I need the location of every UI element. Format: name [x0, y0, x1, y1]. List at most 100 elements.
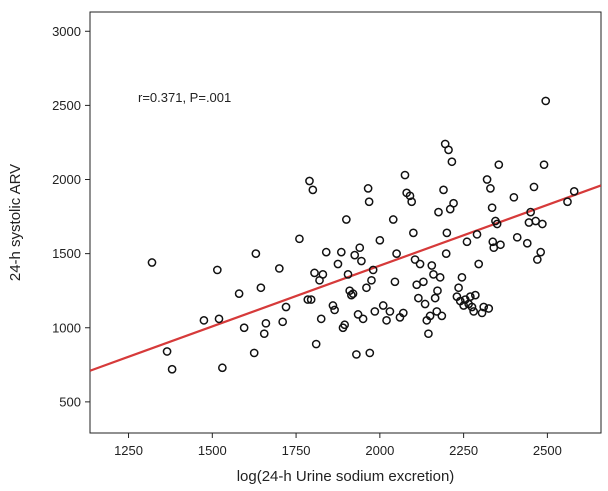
data-point: [496, 240, 505, 250]
data-point: [318, 270, 328, 279]
data-point: [316, 314, 326, 324]
data-point: [341, 215, 351, 224]
data-point: [487, 203, 497, 213]
data-point: [407, 197, 417, 207]
data-point: [427, 261, 437, 270]
data-point: [415, 259, 425, 269]
x-tick-label: 1500: [198, 443, 227, 458]
data-point: [274, 264, 284, 273]
data-point: [425, 311, 435, 321]
data-point: [441, 249, 451, 258]
x-axis-label: log(24-h Urine sodium excretion): [237, 468, 455, 485]
data-point: [454, 283, 463, 293]
x-tick-label: 1250: [114, 443, 143, 458]
data-point: [350, 250, 360, 260]
data-point: [486, 184, 495, 193]
data-point: [532, 255, 542, 264]
data-point: [465, 292, 475, 301]
data-point: [541, 96, 551, 106]
data-point: [529, 182, 539, 192]
data-point: [355, 243, 365, 253]
data-point: [218, 363, 227, 373]
data-point: [482, 175, 492, 184]
data-point: [347, 290, 356, 300]
data-point: [424, 329, 433, 339]
data-point: [433, 286, 442, 296]
data-point: [469, 307, 479, 316]
data-point: [278, 317, 288, 327]
data-point: [470, 290, 480, 300]
data-point: [375, 235, 385, 245]
data-point: [442, 228, 452, 238]
data-point: [472, 230, 482, 239]
y-tick-label: 1000: [52, 320, 81, 335]
x-tick-label: 2250: [449, 443, 478, 458]
data-point: [539, 160, 549, 170]
y-tick-label: 2500: [52, 98, 81, 113]
data-point: [569, 187, 579, 196]
data-point: [251, 249, 261, 258]
y-tick-label: 2000: [52, 172, 81, 187]
data-point: [526, 207, 535, 217]
data-point: [348, 289, 358, 299]
data-point: [363, 184, 373, 193]
data-point: [449, 198, 458, 208]
data-point: [420, 299, 430, 309]
y-tick-label: 500: [59, 394, 81, 409]
labels: r=0.371, P=.001 log(24-h Urine sodium exc…: [7, 90, 454, 485]
data-point: [370, 307, 380, 316]
data-point: [409, 228, 418, 238]
data-point: [388, 215, 398, 224]
data-point: [477, 308, 487, 318]
data-point: [261, 318, 271, 328]
data-point: [367, 275, 376, 285]
y-tick-label: 1500: [52, 246, 81, 261]
data-point: [357, 256, 366, 266]
data-point: [385, 307, 395, 316]
data-point: [212, 265, 222, 275]
data-point: [281, 302, 291, 312]
data-point: [435, 272, 445, 282]
data-point: [328, 301, 338, 310]
data-point: [492, 219, 502, 229]
data-point: [512, 232, 522, 242]
data-point: [536, 247, 546, 257]
data-point: [308, 185, 318, 195]
data-points: [147, 96, 579, 374]
data-point: [167, 364, 177, 374]
data-point: [147, 258, 157, 267]
data-point: [538, 219, 547, 229]
data-point: [447, 157, 457, 167]
data-point: [343, 270, 353, 279]
y-tick-label: 3000: [52, 24, 81, 39]
x-tick-label: 2500: [533, 443, 562, 458]
data-point: [457, 272, 467, 282]
data-point: [459, 301, 468, 310]
data-point: [362, 283, 371, 293]
data-point: [199, 315, 209, 325]
data-point: [444, 145, 453, 155]
x-tick-label: 2000: [365, 443, 394, 458]
data-point: [306, 295, 316, 304]
data-point: [432, 307, 442, 316]
data-point: [239, 323, 249, 333]
data-point: [437, 311, 447, 321]
data-point: [563, 197, 572, 207]
plot-frame: [89, 11, 602, 434]
data-point: [358, 314, 368, 324]
data-point: [340, 320, 350, 330]
data-point: [353, 310, 363, 319]
x-tick-label: 1750: [282, 443, 311, 458]
data-point: [419, 277, 428, 287]
data-point: [410, 255, 420, 264]
data-point: [488, 237, 498, 247]
axes: 1250 1500 1750 2000 2250 2500 500 1000 1500 2000 2…: [52, 11, 602, 458]
regression-line-layer: [90, 184, 601, 372]
data-point: [295, 234, 304, 244]
data-point: [364, 197, 374, 207]
data-point: [405, 191, 415, 201]
data-point: [234, 289, 244, 299]
data-point: [305, 176, 314, 186]
data-point: [392, 249, 401, 258]
